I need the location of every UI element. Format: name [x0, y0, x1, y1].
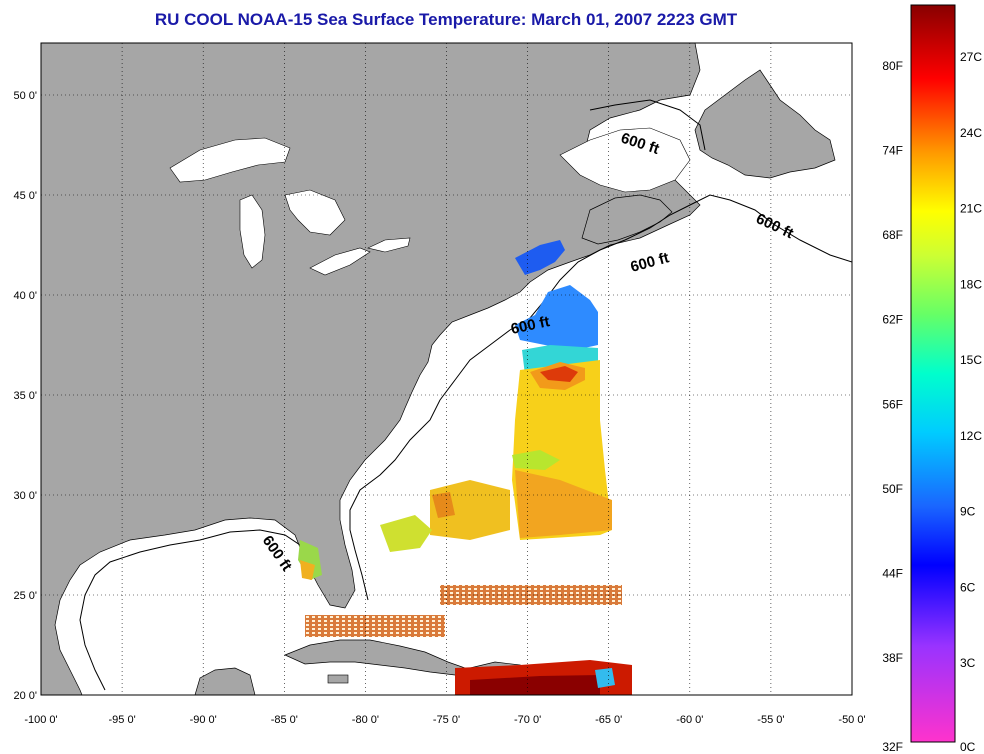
- lon-tick-label: -50 0': [838, 714, 865, 726]
- lat-tick-label: 25 0': [13, 590, 37, 602]
- longitude-axis: -100 0' -95 0' -90 0' -85 0' -80 0' -75 0' -70…: [24, 714, 865, 726]
- lat-tick-label: 35 0': [13, 390, 37, 402]
- colorbar-c-label: 6C: [960, 580, 976, 594]
- lon-tick-label: -55 0': [757, 714, 784, 726]
- colorbar-f-label: 32F: [882, 740, 903, 754]
- sst-colorbar: [910, 4, 956, 743]
- colorbar-c-label: 9C: [960, 505, 976, 519]
- colorbar-celsius-labels: 27C 24C 21C 18C 15C 12C 9C 6C 3C 0C: [960, 50, 982, 754]
- lon-tick-label: -60 0': [676, 714, 703, 726]
- lake-erie: [309, 247, 371, 276]
- latitude-axis: 50 0' 45 0' 40 0' 35 0' 30 0' 25 0' 20 0': [13, 90, 37, 702]
- lon-tick-label: -100 0': [24, 714, 57, 726]
- lake-superior: [169, 137, 291, 183]
- gulf-of-st-lawrence: [559, 127, 691, 193]
- colorbar-fahrenheit-labels: 80F 74F 68F 62F 56F 50F 44F 38F 32F: [882, 59, 903, 754]
- depth-contour-labrador: [589, 99, 706, 151]
- colorbar-c-label: 12C: [960, 429, 982, 443]
- lon-tick-label: -75 0': [433, 714, 460, 726]
- colorbar-c-label: 24C: [960, 126, 982, 140]
- lat-tick-label: 30 0': [13, 490, 37, 502]
- colorbar-c-label: 18C: [960, 277, 982, 291]
- lake-ontario: [367, 237, 411, 253]
- colorbar-f-label: 62F: [882, 313, 903, 327]
- lat-tick-label: 40 0': [13, 290, 37, 302]
- lon-tick-label: -65 0': [595, 714, 622, 726]
- colorbar-f-label: 50F: [882, 482, 903, 496]
- lon-tick-label: -80 0': [352, 714, 379, 726]
- lat-lon-grid: [41, 43, 852, 695]
- jamaica-land: [327, 674, 349, 684]
- lake-huron: [284, 189, 346, 236]
- map-title: RU COOL NOAA-15 Sea Surface Temperature:…: [154, 10, 738, 29]
- colorbar-f-label: 74F: [882, 144, 903, 158]
- newfoundland-land: [694, 69, 836, 179]
- lon-tick-label: -95 0': [109, 714, 136, 726]
- lat-tick-label: 45 0': [13, 190, 37, 202]
- lon-tick-label: -90 0': [190, 714, 217, 726]
- lon-tick-label: -70 0': [514, 714, 541, 726]
- colorbar-c-label: 21C: [960, 202, 982, 216]
- colorbar-c-label: 3C: [960, 656, 976, 670]
- colorbar-c-label: 15C: [960, 353, 982, 367]
- depth-contour-gulf: [79, 529, 306, 691]
- yucatan-land: [194, 667, 256, 695]
- colorbar-f-label: 44F: [882, 566, 903, 580]
- lake-michigan: [239, 194, 266, 269]
- colorbar-f-label: 56F: [882, 397, 903, 411]
- colorbar-f-label: 38F: [882, 651, 903, 665]
- colorbar-c-label: 0C: [960, 740, 976, 754]
- colorbar-c-label: 27C: [960, 50, 982, 64]
- colorbar-f-label: 68F: [882, 228, 903, 242]
- lat-tick-label: 50 0': [13, 90, 37, 102]
- lon-tick-label: -85 0': [271, 714, 298, 726]
- colorbar-f-label: 80F: [882, 59, 903, 73]
- lat-tick-label: 20 0': [13, 690, 37, 702]
